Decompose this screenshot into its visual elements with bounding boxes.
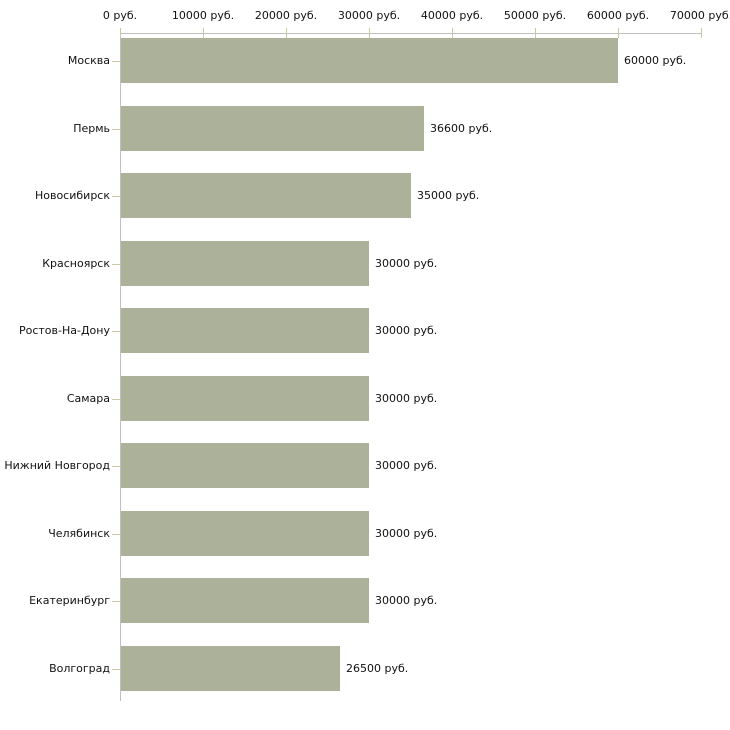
x-axis-tick (535, 28, 536, 38)
bar (121, 376, 369, 421)
x-tick-label: 30000 руб. (337, 9, 401, 22)
y-axis-tick (112, 196, 120, 197)
value-label: 35000 руб. (417, 189, 480, 202)
value-label: 36600 руб. (430, 122, 493, 135)
bar (121, 578, 369, 623)
value-label: 30000 руб. (375, 257, 438, 270)
value-label: 60000 руб. (624, 54, 687, 67)
category-label: Красноярск (42, 257, 110, 270)
y-axis-tick (112, 669, 120, 670)
x-tick-label: 70000 руб. (669, 9, 730, 22)
x-axis-tick (452, 28, 453, 38)
category-label: Самара (66, 392, 110, 405)
bar (121, 38, 618, 83)
category-label: Новосибирск (34, 189, 110, 202)
value-label: 30000 руб. (375, 324, 438, 337)
x-tick-label: 40000 руб. (420, 9, 484, 22)
y-axis-tick (112, 264, 120, 265)
y-axis-tick (112, 129, 120, 130)
bar (121, 443, 369, 488)
x-tick-label: 0 руб. (102, 9, 138, 22)
bar (121, 308, 369, 353)
category-label: Москва (67, 54, 110, 67)
x-tick-label: 10000 руб. (171, 9, 235, 22)
x-axis-tick (203, 28, 204, 38)
x-axis-tick (618, 28, 619, 38)
y-axis-tick (112, 399, 120, 400)
x-axis-line (120, 33, 702, 34)
bar (121, 173, 411, 218)
x-tick-label: 60000 руб. (586, 9, 650, 22)
y-axis-tick (112, 61, 120, 62)
value-label: 26500 руб. (346, 662, 409, 675)
y-axis-tick (112, 534, 120, 535)
category-label: Нижний Новгород (4, 459, 110, 472)
x-tick-label: 50000 руб. (503, 9, 567, 22)
value-label: 30000 руб. (375, 392, 438, 405)
value-label: 30000 руб. (375, 594, 438, 607)
category-label: Пермь (73, 122, 110, 135)
value-label: 30000 руб. (375, 527, 438, 540)
category-label: Екатеринбург (29, 594, 110, 607)
value-label: 30000 руб. (375, 459, 438, 472)
x-axis-tick (369, 28, 370, 38)
bar (121, 106, 424, 151)
x-axis-tick (286, 28, 287, 38)
category-label: Ростов-На-Дону (18, 324, 110, 337)
y-axis-tick (112, 331, 120, 332)
category-label: Челябинск (48, 527, 110, 540)
x-axis-tick (120, 28, 121, 38)
y-axis-tick (112, 466, 120, 467)
x-axis-tick (701, 28, 702, 38)
y-axis-line (120, 33, 121, 701)
category-label: Волгоград (49, 662, 110, 675)
x-tick-label: 20000 руб. (254, 9, 318, 22)
y-axis-tick (112, 601, 120, 602)
bar (121, 511, 369, 556)
bar (121, 646, 340, 691)
bar (121, 241, 369, 286)
